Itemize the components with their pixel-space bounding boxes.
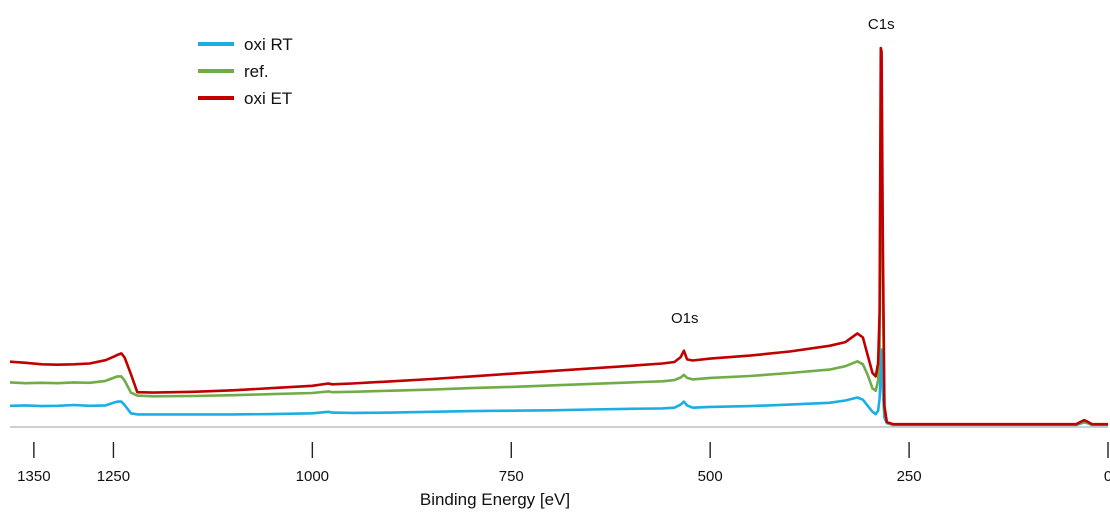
annotation-o1s: O1s <box>671 310 699 327</box>
series-line-ref <box>9 84 1108 426</box>
legend: oxi RT ref. oxi ET <box>198 35 293 108</box>
x-tick-label: 1250 <box>97 468 130 485</box>
x-tick-label: 1350 <box>17 468 50 485</box>
legend-label: oxi RT <box>244 35 293 54</box>
series-line-oxi-et <box>9 46 1108 426</box>
x-tick-label: 750 <box>499 468 524 485</box>
x-tick-label: 500 <box>698 468 723 485</box>
x-axis-ticks: 1350 1250 1000 750 500 250 0 <box>17 442 1110 485</box>
x-tick-label: 250 <box>897 468 922 485</box>
peak-annotations: C1s O1s <box>671 16 895 327</box>
legend-label: ref. <box>244 62 269 81</box>
x-axis-title: Binding Energy [eV] <box>420 490 570 509</box>
annotation-c1s: C1s <box>868 16 895 33</box>
plot-lines <box>9 46 1108 427</box>
series-line-oxi-rt <box>9 348 1108 427</box>
x-tick-label: 0 <box>1104 468 1110 485</box>
x-tick-label: 1000 <box>296 468 329 485</box>
legend-label: oxi ET <box>244 89 292 108</box>
